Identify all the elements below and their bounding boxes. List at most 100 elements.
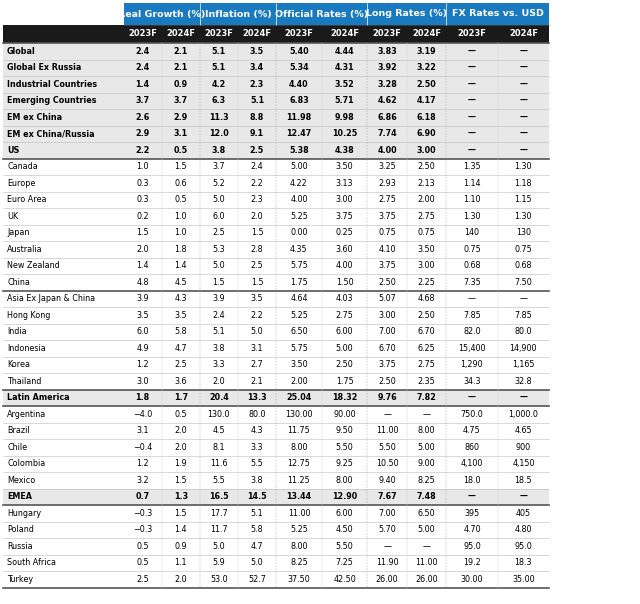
- Text: 6.18: 6.18: [417, 113, 436, 122]
- Bar: [3, 406, 549, 423]
- Text: 4.5: 4.5: [212, 426, 225, 435]
- Text: 1,165: 1,165: [512, 360, 534, 369]
- Text: 7.67: 7.67: [378, 492, 397, 501]
- Text: 3.7: 3.7: [136, 96, 150, 105]
- Text: 5.70: 5.70: [378, 525, 396, 535]
- Text: 10.25: 10.25: [332, 129, 357, 138]
- Text: 11.6: 11.6: [210, 459, 228, 468]
- Text: 4.68: 4.68: [418, 294, 435, 303]
- Text: 5.5: 5.5: [212, 476, 225, 485]
- Text: Japan: Japan: [7, 228, 29, 237]
- Text: 8.1: 8.1: [212, 443, 225, 452]
- Text: 2023F: 2023F: [204, 30, 234, 39]
- Text: 5.5: 5.5: [251, 459, 264, 468]
- Text: 4.40: 4.40: [289, 80, 308, 89]
- Text: 5.34: 5.34: [289, 63, 308, 72]
- Text: 4,150: 4,150: [512, 459, 534, 468]
- Text: 4.2: 4.2: [212, 80, 226, 89]
- Text: 0.75: 0.75: [418, 228, 435, 237]
- Text: 12.90: 12.90: [332, 492, 357, 501]
- Text: 130.00: 130.00: [285, 410, 313, 419]
- Text: 4.00: 4.00: [378, 146, 397, 155]
- Bar: [3, 423, 549, 439]
- Text: 8.25: 8.25: [418, 476, 435, 485]
- Text: 5.0: 5.0: [212, 195, 225, 204]
- Bar: [3, 191, 549, 208]
- Text: 3.5: 3.5: [250, 47, 264, 56]
- Text: 2024F: 2024F: [509, 30, 538, 39]
- Text: 2.50: 2.50: [418, 162, 435, 172]
- Text: 2.93: 2.93: [378, 179, 396, 188]
- Text: 5.00: 5.00: [418, 443, 435, 452]
- Bar: [3, 60, 549, 76]
- Text: 3.5: 3.5: [251, 294, 263, 303]
- Text: 4.9: 4.9: [136, 344, 149, 353]
- Text: —: —: [468, 294, 476, 303]
- Text: Global: Global: [7, 47, 36, 56]
- Text: 3.13: 3.13: [336, 179, 353, 188]
- Text: South Africa: South Africa: [7, 558, 56, 567]
- Text: Long Rates (%): Long Rates (%): [366, 10, 447, 19]
- Bar: [3, 92, 549, 109]
- Text: 130: 130: [516, 228, 531, 237]
- Text: 7.85: 7.85: [463, 310, 481, 320]
- Text: 15,400: 15,400: [458, 344, 486, 353]
- Text: 3.9: 3.9: [136, 294, 149, 303]
- Text: Industrial Countries: Industrial Countries: [7, 80, 97, 89]
- Text: 1.4: 1.4: [175, 525, 187, 535]
- Text: —: —: [520, 129, 527, 138]
- Text: 2.3: 2.3: [251, 195, 263, 204]
- Text: 95.0: 95.0: [515, 542, 532, 551]
- Text: 2.5: 2.5: [251, 262, 264, 270]
- Text: 3.5: 3.5: [175, 310, 187, 320]
- Text: 3.60: 3.60: [336, 245, 353, 254]
- Text: 2.00: 2.00: [290, 377, 308, 386]
- Text: 11.00: 11.00: [376, 426, 399, 435]
- Text: 3.4: 3.4: [250, 63, 264, 72]
- Text: 9.50: 9.50: [336, 426, 353, 435]
- Text: 5.75: 5.75: [290, 262, 308, 270]
- Text: 1.7: 1.7: [173, 393, 188, 402]
- Text: 0.9: 0.9: [175, 542, 187, 551]
- Text: 12.47: 12.47: [286, 129, 312, 138]
- Text: 3.83: 3.83: [378, 47, 397, 56]
- Text: 7.00: 7.00: [378, 327, 396, 336]
- Text: —: —: [520, 47, 527, 56]
- Bar: [3, 142, 549, 158]
- Text: —: —: [422, 542, 431, 551]
- Text: 2023F: 2023F: [128, 30, 157, 39]
- Text: 2.2: 2.2: [136, 146, 150, 155]
- Text: 4.17: 4.17: [417, 96, 436, 105]
- Text: 3.8: 3.8: [212, 344, 225, 353]
- Text: —: —: [468, 146, 476, 155]
- Text: 395: 395: [465, 509, 479, 518]
- Text: 2.50: 2.50: [378, 278, 396, 287]
- Bar: [3, 554, 549, 571]
- Text: 6.50: 6.50: [290, 327, 308, 336]
- Text: 5.1: 5.1: [251, 509, 263, 518]
- Text: 42.50: 42.50: [333, 575, 356, 583]
- Text: —: —: [468, 393, 476, 402]
- Text: 130.0: 130.0: [207, 410, 230, 419]
- Text: 1.5: 1.5: [175, 476, 187, 485]
- Text: 3.8: 3.8: [251, 476, 263, 485]
- Bar: [3, 175, 549, 191]
- Text: 0.00: 0.00: [290, 228, 308, 237]
- Text: 2.50: 2.50: [378, 377, 396, 386]
- Text: 3.25: 3.25: [378, 162, 396, 172]
- Text: 3.75: 3.75: [378, 262, 396, 270]
- Text: 3.92: 3.92: [378, 63, 397, 72]
- Text: Colombia: Colombia: [7, 459, 45, 468]
- Text: Latin America: Latin America: [7, 393, 70, 402]
- Text: 5.50: 5.50: [336, 443, 353, 452]
- Text: EMEA: EMEA: [7, 492, 32, 501]
- Text: 0.5: 0.5: [173, 146, 188, 155]
- Text: 860: 860: [465, 443, 479, 452]
- Text: 0.9: 0.9: [173, 80, 188, 89]
- Bar: [3, 241, 549, 257]
- Text: 0.75: 0.75: [463, 245, 481, 254]
- Text: 12.0: 12.0: [209, 129, 228, 138]
- Text: −0.4: −0.4: [133, 443, 152, 452]
- Text: Europe: Europe: [7, 179, 35, 188]
- Text: 1.30: 1.30: [463, 212, 481, 220]
